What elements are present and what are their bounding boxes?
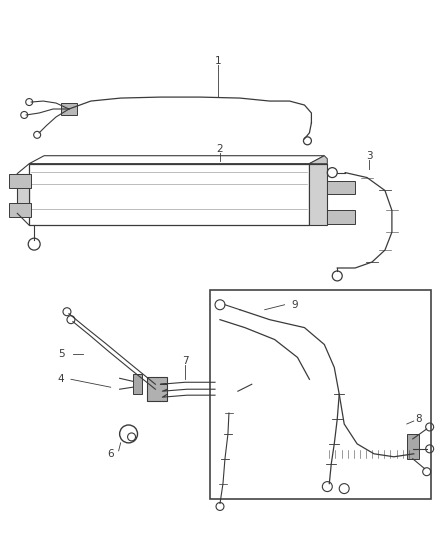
Bar <box>210 290 431 498</box>
Bar <box>327 211 355 224</box>
Text: 9: 9 <box>291 300 298 310</box>
Polygon shape <box>309 156 327 164</box>
Text: 3: 3 <box>366 151 372 161</box>
Text: 6: 6 <box>107 449 114 459</box>
Text: 5: 5 <box>58 350 64 359</box>
Bar <box>309 164 327 225</box>
Bar <box>220 385 238 413</box>
Bar <box>9 204 31 217</box>
Bar <box>9 174 31 188</box>
Bar <box>133 374 142 394</box>
Bar <box>17 174 29 213</box>
Text: 2: 2 <box>217 144 223 154</box>
Bar <box>61 103 77 115</box>
Text: 4: 4 <box>58 374 64 384</box>
Bar <box>29 164 309 225</box>
Text: 7: 7 <box>182 357 188 366</box>
Text: 1: 1 <box>215 56 221 66</box>
Bar <box>407 434 419 459</box>
Polygon shape <box>29 156 324 164</box>
Bar <box>148 377 167 401</box>
Bar <box>327 181 355 195</box>
Text: 8: 8 <box>415 414 422 424</box>
